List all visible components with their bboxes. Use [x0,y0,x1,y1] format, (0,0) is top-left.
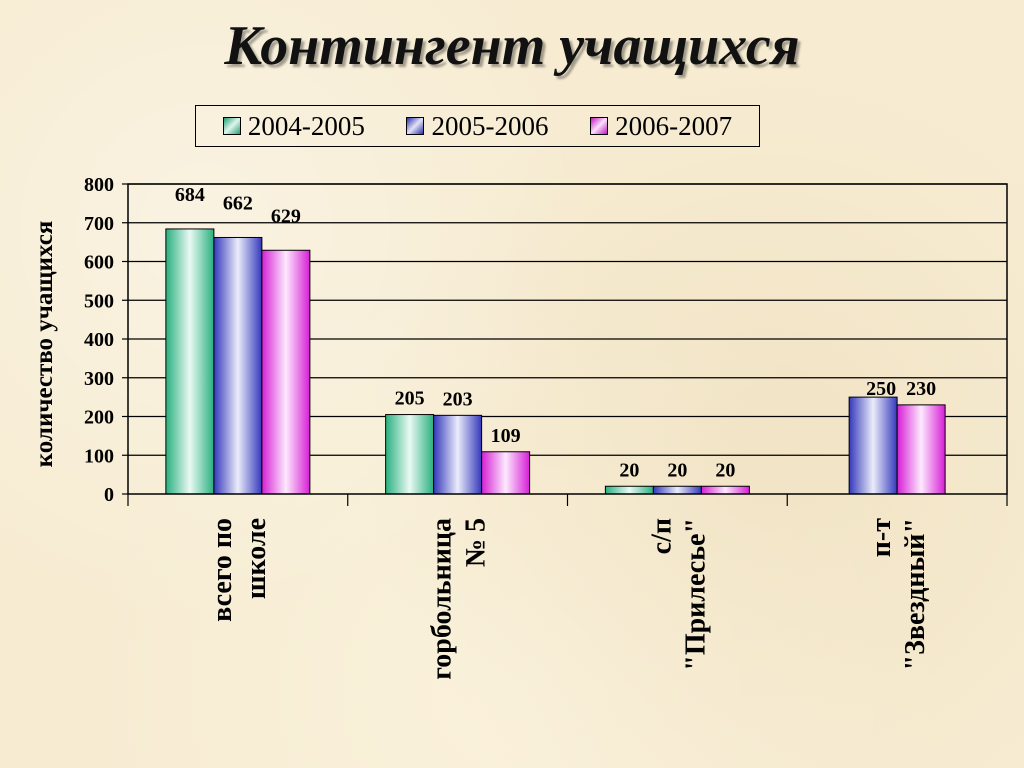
category-label-1-0: горбольница [427,518,458,680]
category-label-0-0: всего по [207,518,238,622]
legend: 2004-2005 2005-2006 2006-2007 [195,105,760,147]
data-label-2-2: 20 [715,459,735,481]
category-label-0-1: школе [241,518,272,599]
y-tick-label-8: 800 [84,174,114,196]
bar-1-2 [481,451,531,495]
y-tick-label-4: 400 [84,329,114,351]
bar-2-0 [604,485,654,495]
legend-item-0: 2004-2005 [222,110,365,142]
bar-2-1 [652,485,702,495]
data-label-0-2: 629 [271,205,301,227]
legend-swatch-1 [406,117,425,135]
category-label-1-1: № 5 [461,518,492,567]
y-tick-label-5: 500 [84,290,114,312]
data-label-2-1: 20 [667,459,687,481]
y-tick-label-0: 0 [104,484,114,506]
bar-0-1 [213,236,263,495]
y-axis-title: количество учащихся [31,221,58,468]
bar-3-2 [896,404,946,495]
y-tick-label-7: 700 [84,213,114,235]
labels: 0 100 200 300 400 500 600 700 800 684 662 629 всего … [31,174,936,680]
data-label-1-2: 109 [491,425,521,447]
bars [165,228,946,495]
y-tick-label-1: 100 [84,445,114,467]
category-label-2-1: "Прилесье" [680,518,711,671]
legend-label-1: 2005-2006 [431,110,549,141]
axes [122,183,1008,506]
data-label-0-0: 684 [175,184,205,206]
y-tick-label-6: 600 [84,252,114,274]
legend-swatch-2 [590,117,609,135]
data-label-0-1: 662 [223,192,253,214]
legend-item-2: 2006-2007 [590,111,732,142]
y-tick-label-2: 200 [84,407,114,429]
legend-swatch-0 [222,117,241,135]
legend-label-0: 2004-2005 [247,110,365,141]
data-label-1-1: 203 [443,388,473,410]
bar-1-1 [433,414,483,495]
data-label-1-0: 205 [395,388,425,410]
bar-0-0 [165,228,215,495]
category-label-3-1: "Звездный" [900,518,931,670]
data-label-3-1: 250 [866,378,896,400]
category-label-2-0: с/п [646,518,677,554]
data-label-2-0: 20 [619,459,639,481]
bar-0-2 [261,249,311,495]
data-label-3-2: 230 [906,378,936,400]
chart-title: Контингент учащихся [224,15,800,77]
legend-label-2: 2006-2007 [615,110,733,141]
bar-1-0 [385,414,435,495]
y-tick-label-3: 300 [84,368,114,390]
category-label-3-0: п-т [866,518,897,557]
bar-2-2 [700,485,750,495]
legend-item-1: 2005-2006 [406,111,548,142]
bar-3-1 [848,396,898,495]
